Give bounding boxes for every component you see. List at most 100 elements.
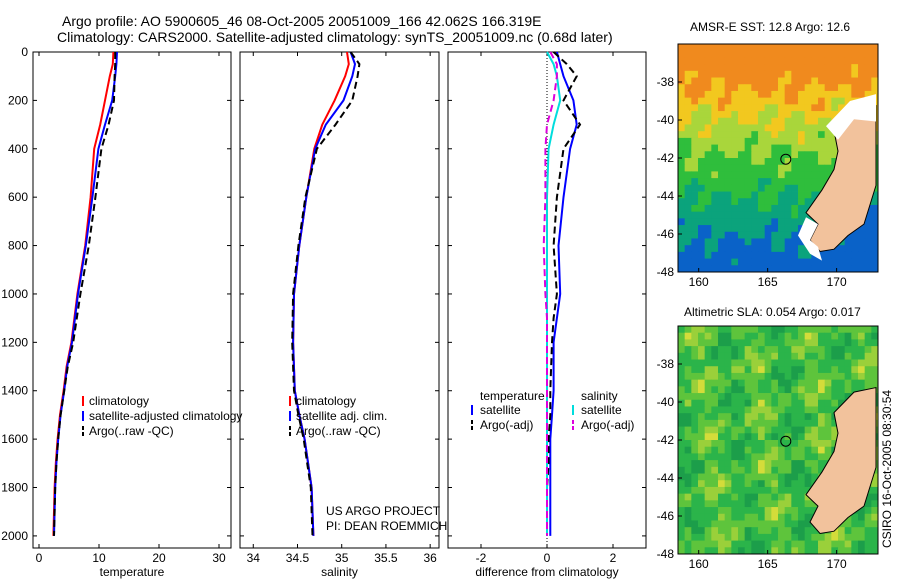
sla_map-cell (764, 419, 772, 427)
sst_map-cell (811, 151, 819, 159)
sla_map-cell (738, 393, 746, 401)
salinity-legend-label: climatology (296, 394, 356, 408)
sla_map-cell (698, 346, 706, 354)
sst_map-cell (731, 171, 739, 179)
sst_map-cell (764, 151, 772, 159)
sla_map-cell (784, 520, 792, 528)
sst_map-cell (778, 64, 786, 72)
sla_map-cell (758, 453, 766, 461)
sst_map-cell (704, 97, 712, 105)
difference-xtick-label: 0 (544, 551, 551, 565)
sst_map-cell (718, 225, 726, 233)
sst_map-cell (844, 44, 852, 52)
sla_map-cell (818, 332, 826, 340)
sla_map-cell (731, 426, 739, 434)
sst_map-cell (771, 151, 779, 159)
sla_map-cell (718, 372, 726, 381)
sst_map-cell (704, 90, 712, 99)
sst_map-cell (864, 225, 872, 233)
sla_map-cell (784, 446, 792, 454)
sst_map-cell (791, 204, 799, 213)
temperature-xlabel: temperature (100, 565, 165, 579)
sla_map-cell (698, 540, 706, 548)
sst_map-cell (698, 164, 706, 172)
sst_map-cell (791, 238, 799, 246)
sla_map-cell (758, 480, 766, 488)
sla_map-cell (738, 547, 746, 555)
sla_map-cell (758, 486, 766, 495)
sla_map-cell (738, 433, 746, 441)
sla_map-cell (711, 466, 719, 474)
sla_map-cell (798, 453, 806, 461)
sla_map-cell (771, 372, 779, 381)
sla_map-cell (704, 426, 712, 434)
sla_map-cell (844, 393, 852, 401)
sst_map-cell (724, 225, 732, 233)
sla_map-cell (831, 332, 839, 340)
sst_map-cell (778, 164, 786, 172)
sst_map-cell (758, 231, 766, 239)
sst_map-cell (678, 44, 686, 52)
sla_map-cell (678, 393, 686, 401)
sla_map-cell (678, 399, 686, 407)
sla_map-cell (724, 507, 732, 515)
sst_map-cell (871, 225, 879, 233)
sst_map-cell (751, 251, 759, 259)
sst_map-cell (724, 258, 732, 266)
sst_map-cell (778, 238, 786, 246)
sst_map-cell (731, 211, 739, 219)
sst_map-cell (811, 184, 819, 192)
sla_map-cell (811, 332, 819, 340)
sla_map-cell (704, 520, 712, 528)
sla_map-cell (758, 406, 766, 414)
salinity-series-line (292, 51, 357, 536)
sst_map-cell (744, 151, 752, 159)
sst_map-cell (711, 104, 719, 112)
sst_map-cell (731, 77, 739, 85)
sla_map-cell (831, 339, 839, 347)
sst_map-cell (758, 265, 766, 273)
salinity-legend-label: satellite adj. clim. (296, 409, 387, 423)
sla_map-cell (771, 359, 779, 367)
sla_map-cell (778, 426, 786, 434)
sla_map-cell (724, 379, 732, 387)
sla_map-cell (718, 413, 726, 421)
sla_map-cell (678, 500, 686, 508)
sla_map-cell (791, 440, 799, 448)
sst_map-cell (818, 151, 826, 159)
sla_map-cell (771, 453, 779, 461)
sla_map-cell (771, 326, 779, 334)
sla_map-cell (824, 426, 832, 434)
sst_map-cell (684, 77, 692, 85)
sla_map-cell (698, 547, 706, 555)
sla_map-cell (684, 527, 692, 535)
sst_map-cell (718, 117, 726, 125)
sla_map-cell (824, 359, 832, 367)
sst_map-cell (698, 171, 706, 179)
sst_map-cell (784, 131, 792, 139)
sla_map-cell (778, 332, 786, 340)
sla_map-cell (871, 366, 879, 374)
sst_map-cell (791, 178, 799, 186)
sst_map-cell (851, 251, 859, 259)
sst_map-cell (771, 57, 779, 65)
sst_map-cell (818, 164, 826, 172)
sla_map-cell (751, 419, 759, 427)
sst_map-cell (764, 84, 772, 92)
sla_map-cell (771, 547, 779, 555)
sla_map-cell (784, 466, 792, 474)
sst_map-cell (711, 178, 719, 186)
sla_map-cell (718, 520, 726, 528)
sst_map-cell (864, 238, 872, 246)
sst_map-cell (691, 90, 699, 99)
sst_map-cell (784, 211, 792, 219)
sla_map-cell (791, 460, 799, 468)
sla_map-cell (718, 500, 726, 508)
sst_map-cell (744, 171, 752, 179)
sla_map-cell (798, 352, 806, 360)
sla_map-cell (851, 513, 859, 521)
sst_map-cell (864, 211, 872, 219)
sla_map-cell (784, 460, 792, 468)
sla_map-cell (844, 547, 852, 555)
sst_map-cell (784, 97, 792, 105)
